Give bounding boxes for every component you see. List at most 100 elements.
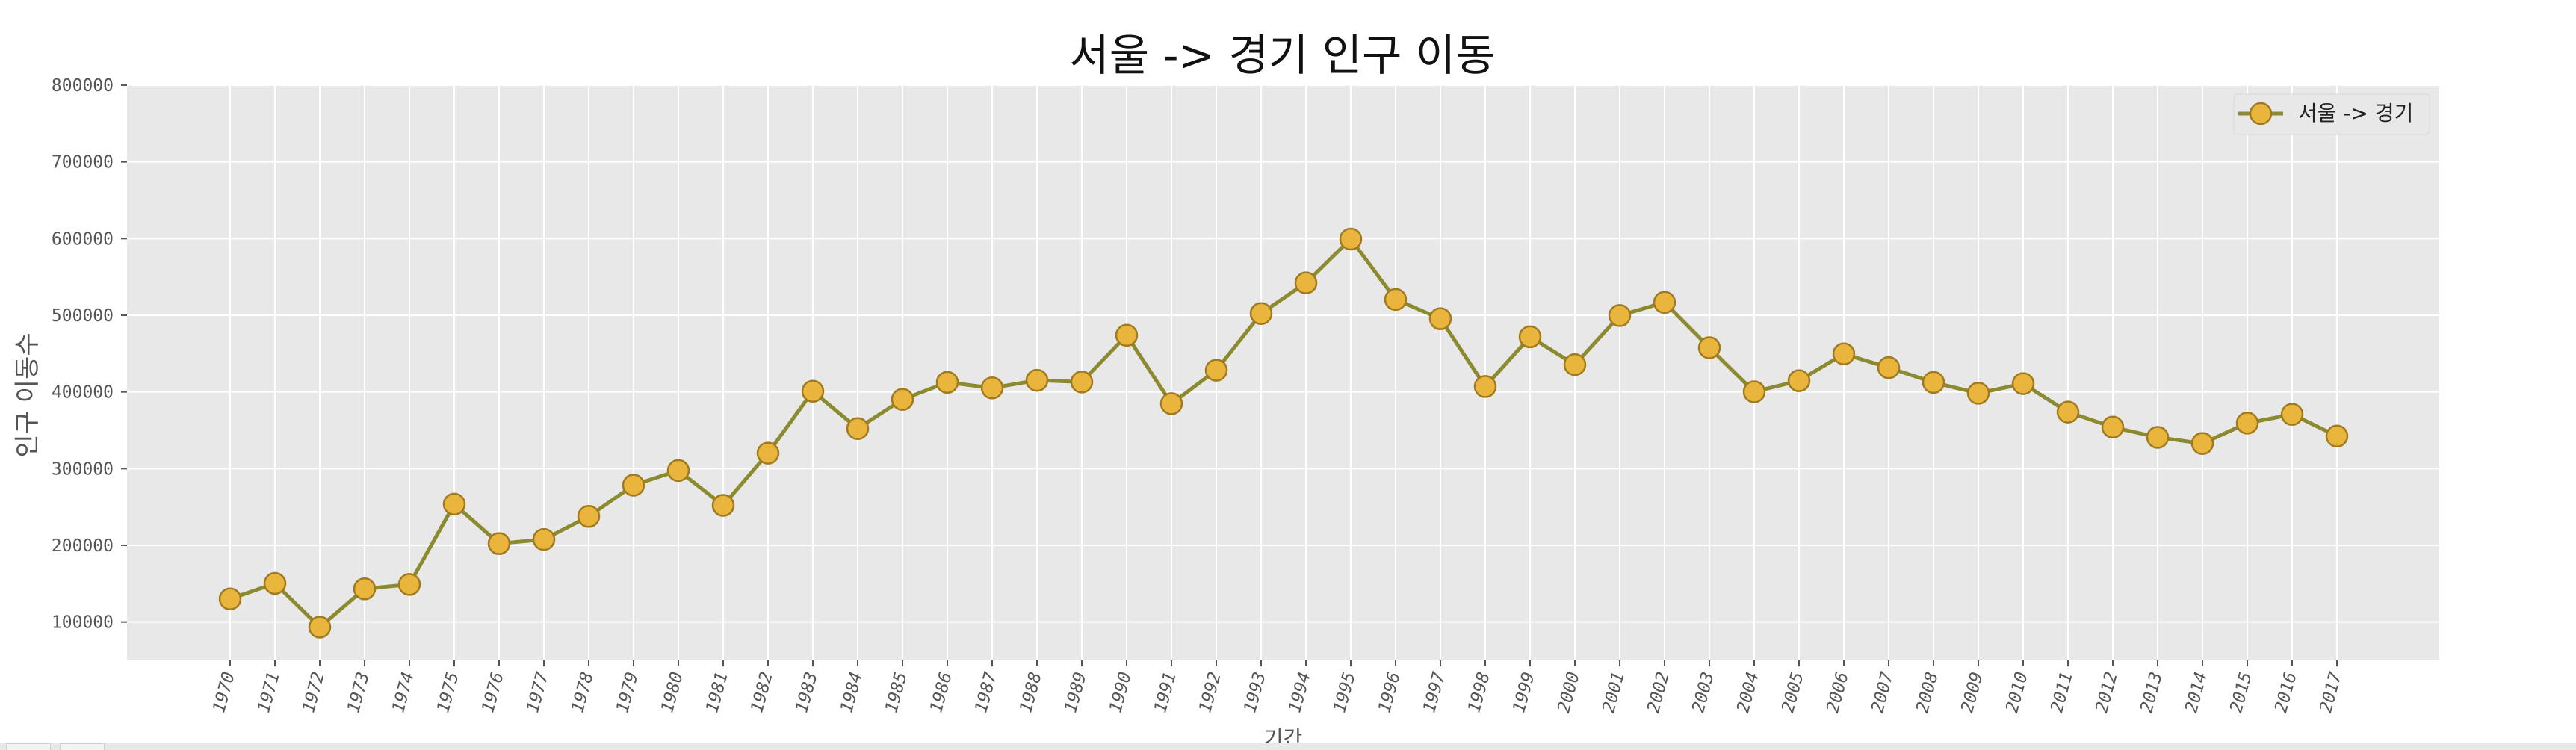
data-point-2001 bbox=[1608, 304, 1632, 327]
x-tick-label: 2006 bbox=[1823, 670, 1852, 715]
x-tick-label: 1977 bbox=[523, 670, 552, 715]
data-point-1979 bbox=[622, 474, 645, 497]
data-point-1971 bbox=[263, 571, 287, 595]
x-tick-label: 2016 bbox=[2271, 670, 2300, 715]
data-point-1992 bbox=[1204, 359, 1228, 382]
x-tick-label: 1983 bbox=[792, 670, 821, 715]
x-tick-label: 1990 bbox=[1106, 670, 1135, 715]
y-axis-label: 인구 이동수 bbox=[13, 332, 43, 457]
y-tick-label: 300000 bbox=[52, 459, 114, 479]
data-point-2002 bbox=[1653, 291, 1676, 314]
plot-area bbox=[127, 85, 2439, 660]
x-tick-label: 1988 bbox=[1016, 670, 1045, 715]
data-point-2008 bbox=[1922, 371, 1945, 394]
y-tick-label: 700000 bbox=[52, 153, 114, 173]
x-tick-label: 1973 bbox=[344, 670, 373, 715]
y-axis-ticks: 100000 200000 300000 400000 500000 600000 7000… bbox=[52, 76, 127, 633]
data-point-2007 bbox=[1877, 356, 1901, 379]
x-tick-label: 1993 bbox=[1240, 670, 1269, 715]
series-group bbox=[218, 227, 2349, 639]
data-point-1985 bbox=[891, 388, 914, 411]
x-tick-label: 1976 bbox=[478, 670, 507, 715]
x-tick-label: 1986 bbox=[926, 670, 956, 715]
data-point-1994 bbox=[1294, 271, 1318, 294]
data-point-1996 bbox=[1384, 288, 1408, 312]
bottom-tab-1[interactable] bbox=[6, 743, 51, 750]
x-tick-label: 2008 bbox=[1913, 670, 1942, 715]
x-tick-label: 2013 bbox=[2137, 670, 2166, 715]
legend-box bbox=[2233, 93, 2430, 135]
data-point-1982 bbox=[756, 441, 780, 465]
data-point-2012 bbox=[2101, 415, 2125, 439]
data-point-1989 bbox=[1070, 371, 1094, 394]
x-tick-label: 1981 bbox=[702, 670, 731, 715]
x-tick-label: 1978 bbox=[568, 670, 597, 715]
y-tick-label: 200000 bbox=[52, 536, 114, 556]
data-point-2003 bbox=[1697, 336, 1721, 359]
x-tick-label: 2003 bbox=[1688, 670, 1718, 715]
x-tick-label: 1992 bbox=[1195, 670, 1224, 715]
data-point-1976 bbox=[487, 532, 511, 555]
data-point-1975 bbox=[442, 492, 466, 516]
x-tick-label: 2012 bbox=[2092, 670, 2121, 715]
x-tick-label: 1987 bbox=[971, 670, 1000, 715]
bottom-tab-2[interactable] bbox=[60, 743, 105, 750]
data-point-1973 bbox=[353, 577, 377, 601]
chart-title: 서울 -> 경기 인구 이동 bbox=[1069, 30, 1495, 81]
x-tick-label: 1982 bbox=[747, 670, 776, 715]
data-point-2017 bbox=[2325, 424, 2349, 448]
x-tick-label: 2002 bbox=[1644, 670, 1673, 715]
x-tick-label: 1998 bbox=[1464, 670, 1493, 715]
x-tick-label: 1991 bbox=[1151, 670, 1180, 715]
data-point-2016 bbox=[2280, 403, 2304, 426]
y-tick-label: 100000 bbox=[52, 613, 114, 633]
x-tick-label: 1971 bbox=[254, 670, 283, 715]
x-axis-ticks: 1970 1971 1972 1973 1974 1975 1976 1977 1978 1979… bbox=[209, 660, 2346, 715]
y-tick-label: 600000 bbox=[52, 229, 114, 249]
x-tick-label: 1997 bbox=[1419, 670, 1449, 715]
x-tick-label: 1989 bbox=[1061, 670, 1090, 715]
data-point-1983 bbox=[801, 379, 825, 403]
data-point-1999 bbox=[1518, 325, 1542, 349]
data-point-1986 bbox=[935, 371, 959, 394]
x-tick-label: 2014 bbox=[2182, 670, 2211, 715]
x-tick-label: 1985 bbox=[882, 670, 911, 715]
x-tick-label: 1979 bbox=[613, 670, 642, 715]
x-tick-label: 1980 bbox=[657, 670, 687, 715]
data-point-1998 bbox=[1473, 375, 1497, 398]
data-point-2014 bbox=[2190, 432, 2214, 455]
data-point-2000 bbox=[1563, 353, 1587, 376]
data-point-2005 bbox=[1787, 369, 1811, 392]
x-tick-label: 1974 bbox=[388, 670, 418, 715]
x-tick-label: 1975 bbox=[433, 670, 462, 715]
data-point-1980 bbox=[666, 459, 690, 483]
data-point-1988 bbox=[1025, 368, 1049, 392]
data-point-2004 bbox=[1742, 380, 1766, 403]
x-tick-label: 2010 bbox=[2002, 670, 2031, 715]
data-point-1984 bbox=[846, 417, 870, 440]
x-tick-label: 2001 bbox=[1599, 670, 1628, 715]
data-point-2006 bbox=[1832, 342, 1856, 365]
data-point-1978 bbox=[577, 505, 601, 528]
data-point-2013 bbox=[2146, 426, 2170, 449]
data-point-1990 bbox=[1115, 323, 1139, 347]
data-point-2011 bbox=[2056, 400, 2080, 424]
x-tick-label: 2007 bbox=[1868, 670, 1897, 715]
legend-entry-label: 서울 -> 경기 bbox=[2298, 101, 2413, 125]
x-tick-label: 2017 bbox=[2316, 670, 2345, 715]
bottom-scrollbar[interactable] bbox=[0, 743, 2576, 750]
x-tick-label: 1970 bbox=[209, 670, 238, 715]
x-tick-label: 1984 bbox=[837, 670, 866, 715]
x-tick-label: 2009 bbox=[1957, 670, 1987, 715]
legend-marker-icon bbox=[2249, 102, 2273, 125]
x-tick-label: 2000 bbox=[1554, 670, 1583, 715]
data-point-1972 bbox=[308, 616, 332, 639]
data-point-2009 bbox=[1966, 382, 1990, 405]
data-point-1970 bbox=[218, 587, 242, 610]
data-point-1995 bbox=[1339, 227, 1363, 251]
x-tick-label: 2004 bbox=[1733, 670, 1762, 715]
data-point-1997 bbox=[1428, 307, 1452, 330]
x-tick-label: 1995 bbox=[1330, 670, 1359, 715]
